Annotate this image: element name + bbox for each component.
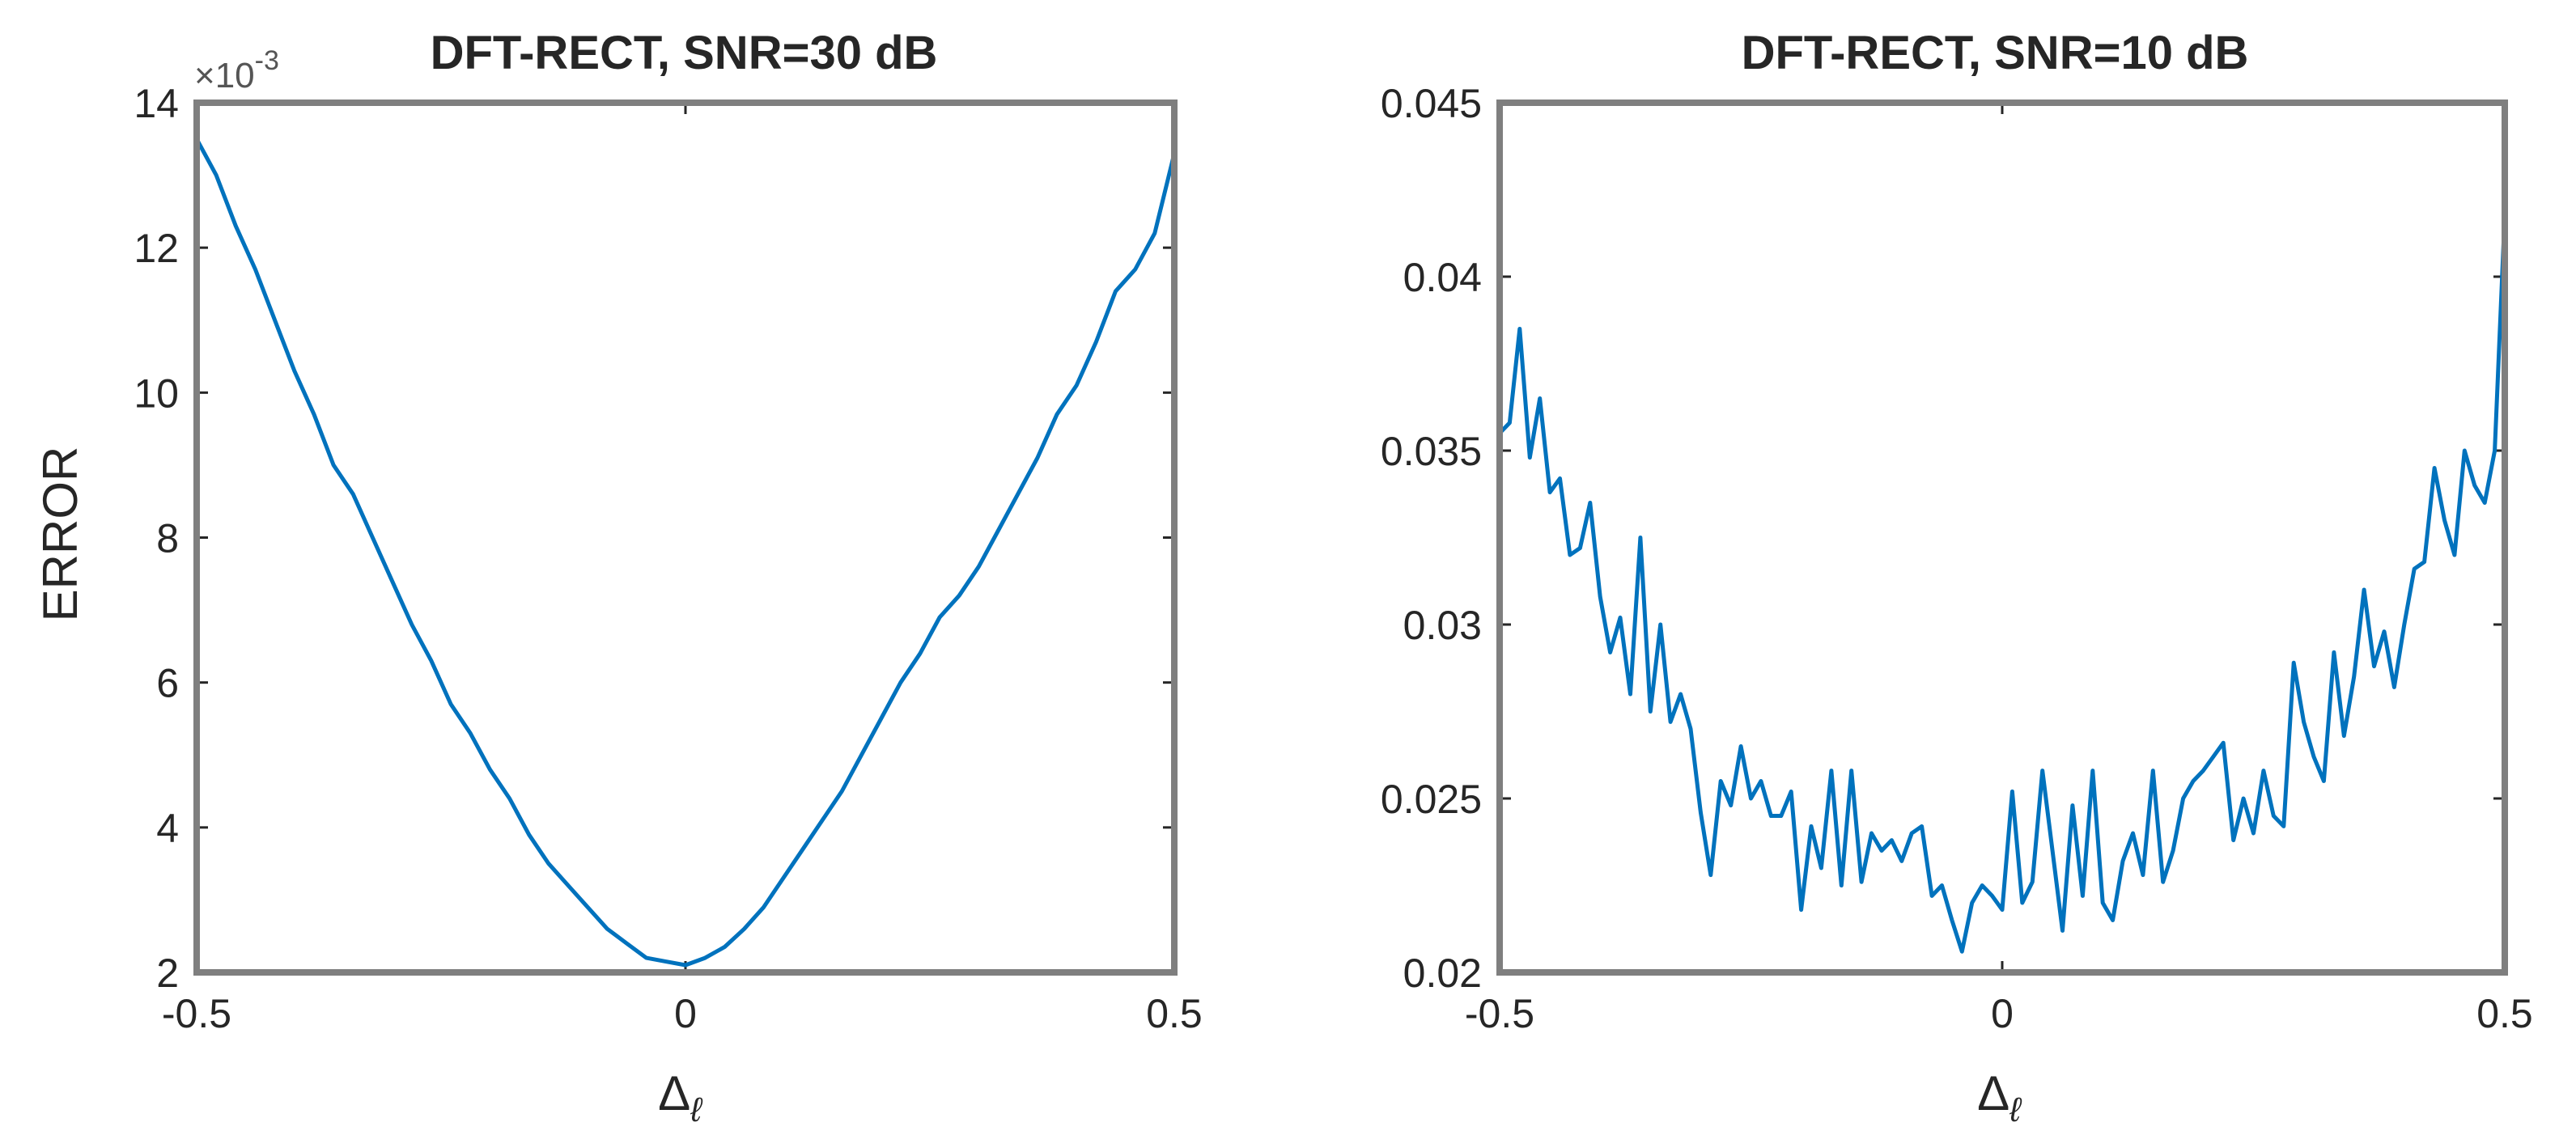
y-tick-label: 0.03	[1403, 603, 1482, 648]
x-tick-label: 0.5	[2476, 991, 2533, 1036]
x-axis-label: Δℓ	[658, 1066, 703, 1129]
chart-left-title: DFT-RECT, SNR=30 dB	[431, 27, 938, 79]
chart-right-title: DFT-RECT, SNR=10 dB	[1742, 27, 2249, 79]
y-tick-label: 6	[156, 661, 179, 706]
x-axis-label-subscript: ℓ	[690, 1091, 703, 1129]
x-tick-label: -0.5	[1465, 991, 1534, 1036]
x-tick-label: -0.5	[162, 991, 231, 1036]
y-axis-label: ERROR	[33, 447, 87, 622]
x-tick-label: 0	[1991, 991, 2014, 1036]
y-tick-label: 0.025	[1381, 777, 1482, 822]
y-multiplier-exponent: -3	[255, 45, 279, 76]
chart-left-series-line	[194, 138, 1177, 968]
y-tick-label: 0.02	[1403, 951, 1482, 996]
x-axis-label-right-subscript: ℓ	[2009, 1091, 2022, 1129]
y-tick-label: 4	[156, 806, 179, 851]
y-tick-label: 0.035	[1381, 429, 1482, 474]
y-tick-label: 14	[134, 81, 179, 126]
y-tick-label: 10	[134, 371, 179, 416]
chart-right-plot-area	[1496, 100, 2508, 976]
y-tick-label: 0.04	[1403, 255, 1482, 300]
chart-left-ticks: 2 4 6 8 10 12 14 -0.5 0 0.5	[134, 81, 1202, 1036]
y-tick-label: 12	[134, 226, 179, 271]
chart-right: DFT-RECT, SNR=10 dB Δℓ 0.02 0.025 0.03 0.03…	[1381, 27, 2533, 1129]
chart-right-series-line	[1498, 214, 2507, 954]
y-multiplier: ×10-3	[194, 45, 279, 95]
chart-left: DFT-RECT, SNR=30 dB ×10-3 ERROR Δℓ 2 4 6 8 1…	[33, 27, 1203, 1129]
x-axis-label-right-symbol: Δ	[1977, 1066, 2009, 1120]
chart-right-ticks: 0.02 0.025 0.03 0.035 0.04 0.045 -0.5 0 0.5	[1381, 81, 2533, 1036]
chart-left-plot-area	[193, 100, 1178, 976]
x-tick-label: 0	[674, 991, 697, 1036]
x-tick-label: 0.5	[1146, 991, 1203, 1036]
y-multiplier-base: ×10	[194, 56, 255, 95]
chart-left-axes-box	[193, 100, 1178, 976]
y-tick-label: 8	[156, 516, 179, 561]
y-tick-label: 0.045	[1381, 81, 1482, 126]
y-tick-label: 2	[156, 951, 179, 996]
x-axis-label-symbol: Δ	[658, 1066, 690, 1120]
chart-right-axes-box	[1496, 100, 2508, 976]
x-axis-label-right: Δℓ	[1977, 1066, 2022, 1129]
